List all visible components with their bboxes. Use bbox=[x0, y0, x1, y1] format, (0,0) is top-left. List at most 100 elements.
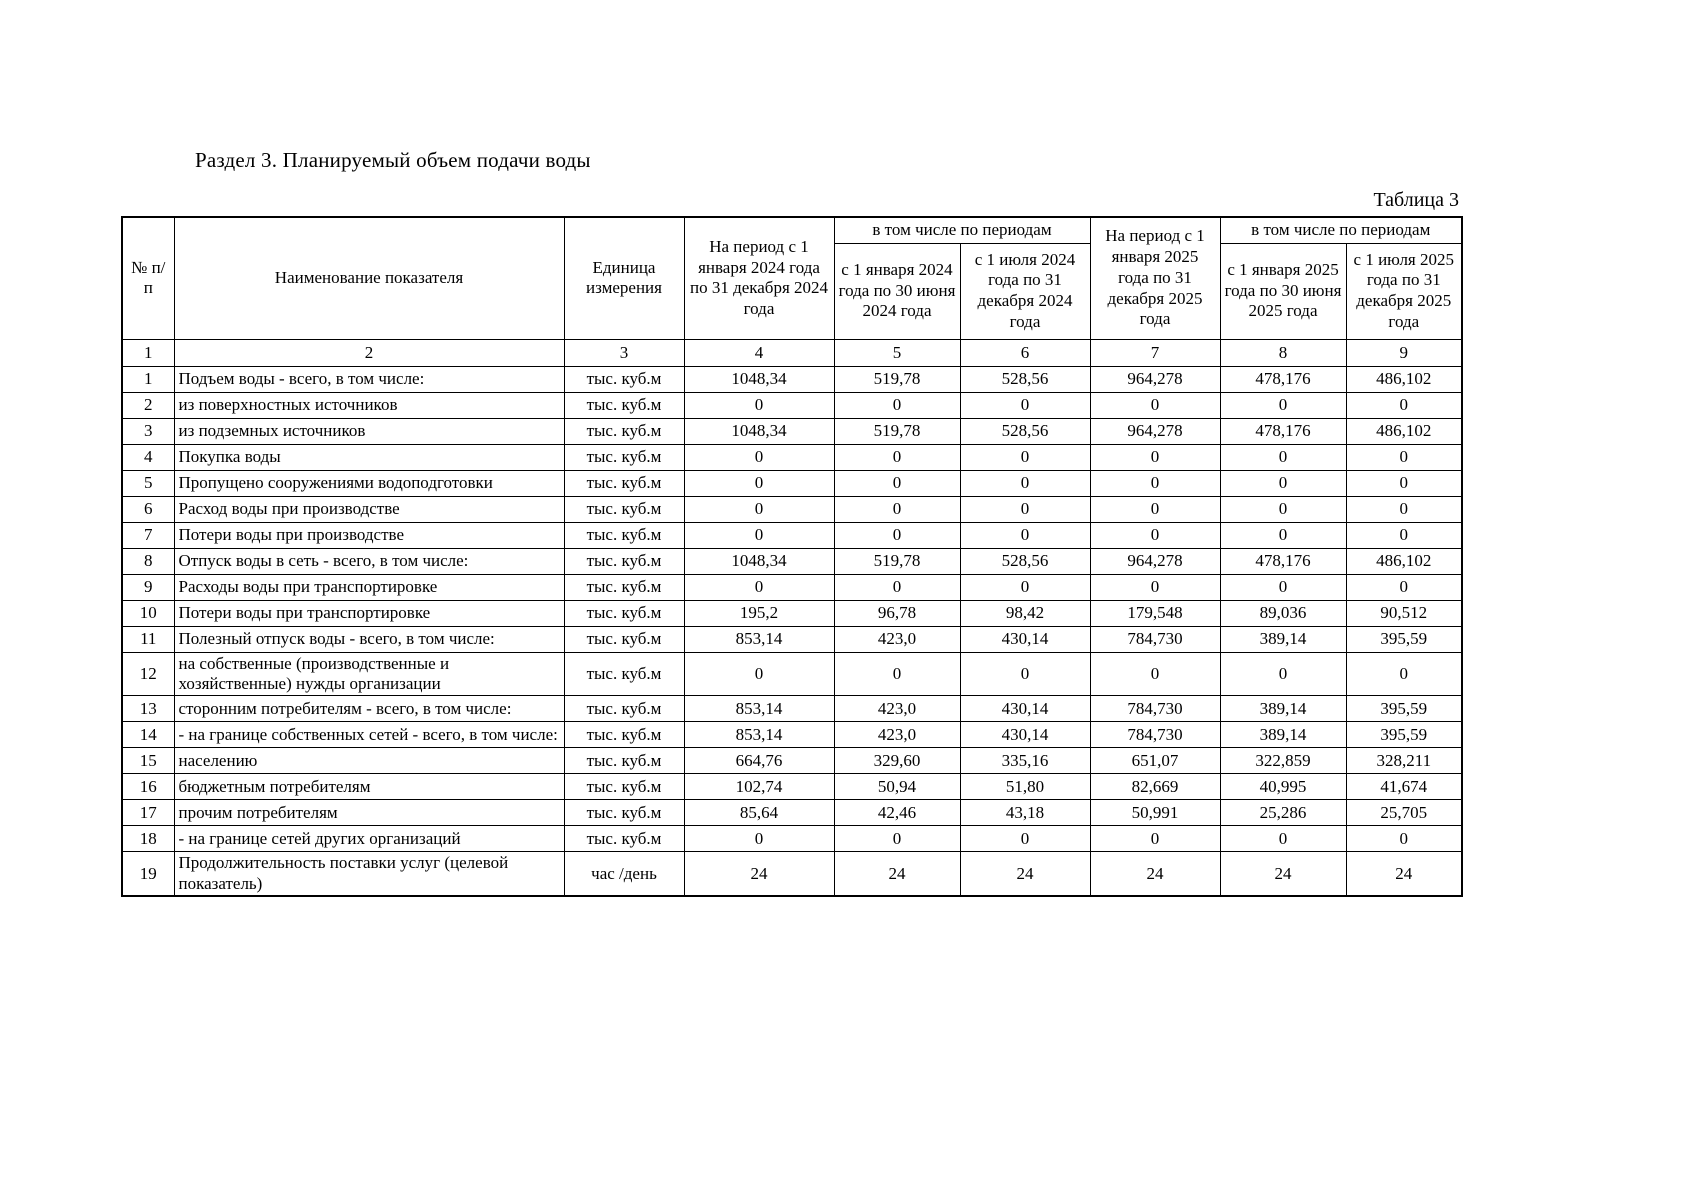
value-cell: 519,78 bbox=[833, 365, 961, 393]
header-h1-2024: с 1 января 2024 года по 30 июня 2024 год… bbox=[833, 242, 961, 340]
value-cell: 0 bbox=[1089, 573, 1221, 601]
value-cell: 0 bbox=[1219, 651, 1347, 697]
value-cell: 89,036 bbox=[1219, 599, 1347, 627]
unit-cell: тыс. куб.м bbox=[563, 825, 685, 853]
table-body: 1 Подъем воды - всего, в том числе: тыс. к… bbox=[121, 365, 1463, 897]
row-number: 12 bbox=[121, 651, 175, 697]
value-cell: 784,730 bbox=[1089, 695, 1221, 723]
value-cell: 430,14 bbox=[959, 721, 1091, 749]
row-number: 3 bbox=[121, 417, 175, 445]
row-number: 16 bbox=[121, 773, 175, 801]
header-h2-2025: с 1 июля 2025 года по 31 декабря 2025 го… bbox=[1345, 242, 1463, 340]
unit-cell: тыс. куб.м bbox=[563, 365, 685, 393]
value-cell: 335,16 bbox=[959, 747, 1091, 775]
value-cell: 179,548 bbox=[1089, 599, 1221, 627]
column-number-row: 1 2 3 4 5 6 7 8 9 bbox=[121, 338, 1463, 367]
header-row-top: № п/п Наименование показателя Единица из… bbox=[121, 216, 1463, 340]
indicator-name: Продолжительность поставки услуг (целево… bbox=[173, 851, 565, 897]
value-cell: 430,14 bbox=[959, 625, 1091, 653]
column-number: 1 bbox=[121, 338, 175, 367]
value-cell: 0 bbox=[959, 651, 1091, 697]
value-cell: 853,14 bbox=[683, 695, 835, 723]
value-cell: 528,56 bbox=[959, 547, 1091, 575]
unit-cell: тыс. куб.м bbox=[563, 443, 685, 471]
value-cell: 0 bbox=[959, 495, 1091, 523]
value-cell: 478,176 bbox=[1219, 547, 1347, 575]
value-cell: 41,674 bbox=[1345, 773, 1463, 801]
row-number: 1 bbox=[121, 365, 175, 393]
value-cell: 0 bbox=[959, 825, 1091, 853]
value-cell: 0 bbox=[1219, 521, 1347, 549]
value-cell: 528,56 bbox=[959, 417, 1091, 445]
row-number: 5 bbox=[121, 469, 175, 497]
value-cell: 82,669 bbox=[1089, 773, 1221, 801]
indicator-name: Потери воды при производстве bbox=[173, 521, 565, 549]
column-number: 2 bbox=[173, 338, 565, 367]
water-supply-table: № п/п Наименование показателя Единица из… bbox=[121, 216, 1464, 898]
value-cell: 98,42 bbox=[959, 599, 1091, 627]
value-cell: 0 bbox=[683, 469, 835, 497]
value-cell: 664,76 bbox=[683, 747, 835, 775]
unit-cell: тыс. куб.м bbox=[563, 799, 685, 827]
value-cell: 96,78 bbox=[833, 599, 961, 627]
value-cell: 395,59 bbox=[1345, 625, 1463, 653]
value-cell: 0 bbox=[683, 391, 835, 419]
indicator-name: Потери воды при транспортировке bbox=[173, 599, 565, 627]
value-cell: 0 bbox=[1345, 825, 1463, 853]
value-cell: 1048,34 bbox=[683, 417, 835, 445]
table-row: 4 Покупка воды тыс. куб.м 0 0 0 0 0 0 bbox=[121, 443, 1463, 471]
value-cell: 519,78 bbox=[833, 417, 961, 445]
unit-cell: тыс. куб.м bbox=[563, 695, 685, 723]
value-cell: 964,278 bbox=[1089, 417, 1221, 445]
value-cell: 0 bbox=[1089, 651, 1221, 697]
value-cell: 1048,34 bbox=[683, 547, 835, 575]
table-row: 10 Потери воды при транспортировке тыс. ку… bbox=[121, 599, 1463, 627]
indicator-name: - на границе собственных сетей - всего, … bbox=[173, 721, 565, 749]
value-cell: 0 bbox=[683, 825, 835, 853]
header-indicator-name: Наименование показателя bbox=[173, 216, 565, 340]
indicator-name: бюджетным потребителям bbox=[173, 773, 565, 801]
value-cell: 1048,34 bbox=[683, 365, 835, 393]
document-page: Раздел 3. Планируемый объем подачи воды … bbox=[121, 148, 1464, 898]
row-number: 14 bbox=[121, 721, 175, 749]
header-h2-2024: с 1 июля 2024 года по 31 декабря 2024 го… bbox=[959, 242, 1091, 340]
value-cell: 24 bbox=[959, 851, 1091, 897]
header-row-sub: с 1 января 2024 года по 30 июня 2024 год… bbox=[122, 242, 1463, 340]
value-cell: 195,2 bbox=[683, 599, 835, 627]
value-cell: 24 bbox=[683, 851, 835, 897]
indicator-name: на собственные (производственные и хозяй… bbox=[173, 651, 565, 697]
indicator-name: прочим потребителям bbox=[173, 799, 565, 827]
value-cell: 102,74 bbox=[683, 773, 835, 801]
value-cell: 395,59 bbox=[1345, 695, 1463, 723]
header-unit: Единица измерения bbox=[563, 216, 685, 340]
value-cell: 328,211 bbox=[1345, 747, 1463, 775]
indicator-name: - на границе сетей других организаций bbox=[173, 825, 565, 853]
table-row: 8 Отпуск воды в сеть - всего, в том числе… bbox=[121, 547, 1463, 575]
value-cell: 0 bbox=[1219, 469, 1347, 497]
value-cell: 0 bbox=[833, 651, 961, 697]
row-number: 2 bbox=[121, 391, 175, 419]
value-cell: 0 bbox=[1219, 391, 1347, 419]
table-row: 13 сторонним потребителям - всего, в том … bbox=[121, 695, 1463, 723]
value-cell: 0 bbox=[959, 469, 1091, 497]
value-cell: 486,102 bbox=[1345, 365, 1463, 393]
value-cell: 24 bbox=[1219, 851, 1347, 897]
value-cell: 519,78 bbox=[833, 547, 961, 575]
row-number: 19 bbox=[121, 851, 175, 897]
value-cell: 0 bbox=[1089, 825, 1221, 853]
unit-cell: тыс. куб.м bbox=[563, 495, 685, 523]
table-label: Таблица 3 bbox=[1373, 189, 1459, 211]
value-cell: 0 bbox=[959, 521, 1091, 549]
value-cell: 85,64 bbox=[683, 799, 835, 827]
unit-cell: тыс. куб.м bbox=[563, 391, 685, 419]
column-number: 5 bbox=[833, 338, 961, 367]
value-cell: 0 bbox=[833, 825, 961, 853]
value-cell: 0 bbox=[833, 469, 961, 497]
header-h1-2025: с 1 января 2025 года по 30 июня 2025 год… bbox=[1219, 242, 1347, 340]
row-number: 17 bbox=[121, 799, 175, 827]
value-cell: 0 bbox=[833, 443, 961, 471]
unit-cell: час /день bbox=[563, 851, 685, 897]
header-including-2025: в том числе по периодам bbox=[1219, 216, 1463, 244]
unit-cell: тыс. куб.м bbox=[563, 747, 685, 775]
unit-cell: тыс. куб.м bbox=[563, 573, 685, 601]
